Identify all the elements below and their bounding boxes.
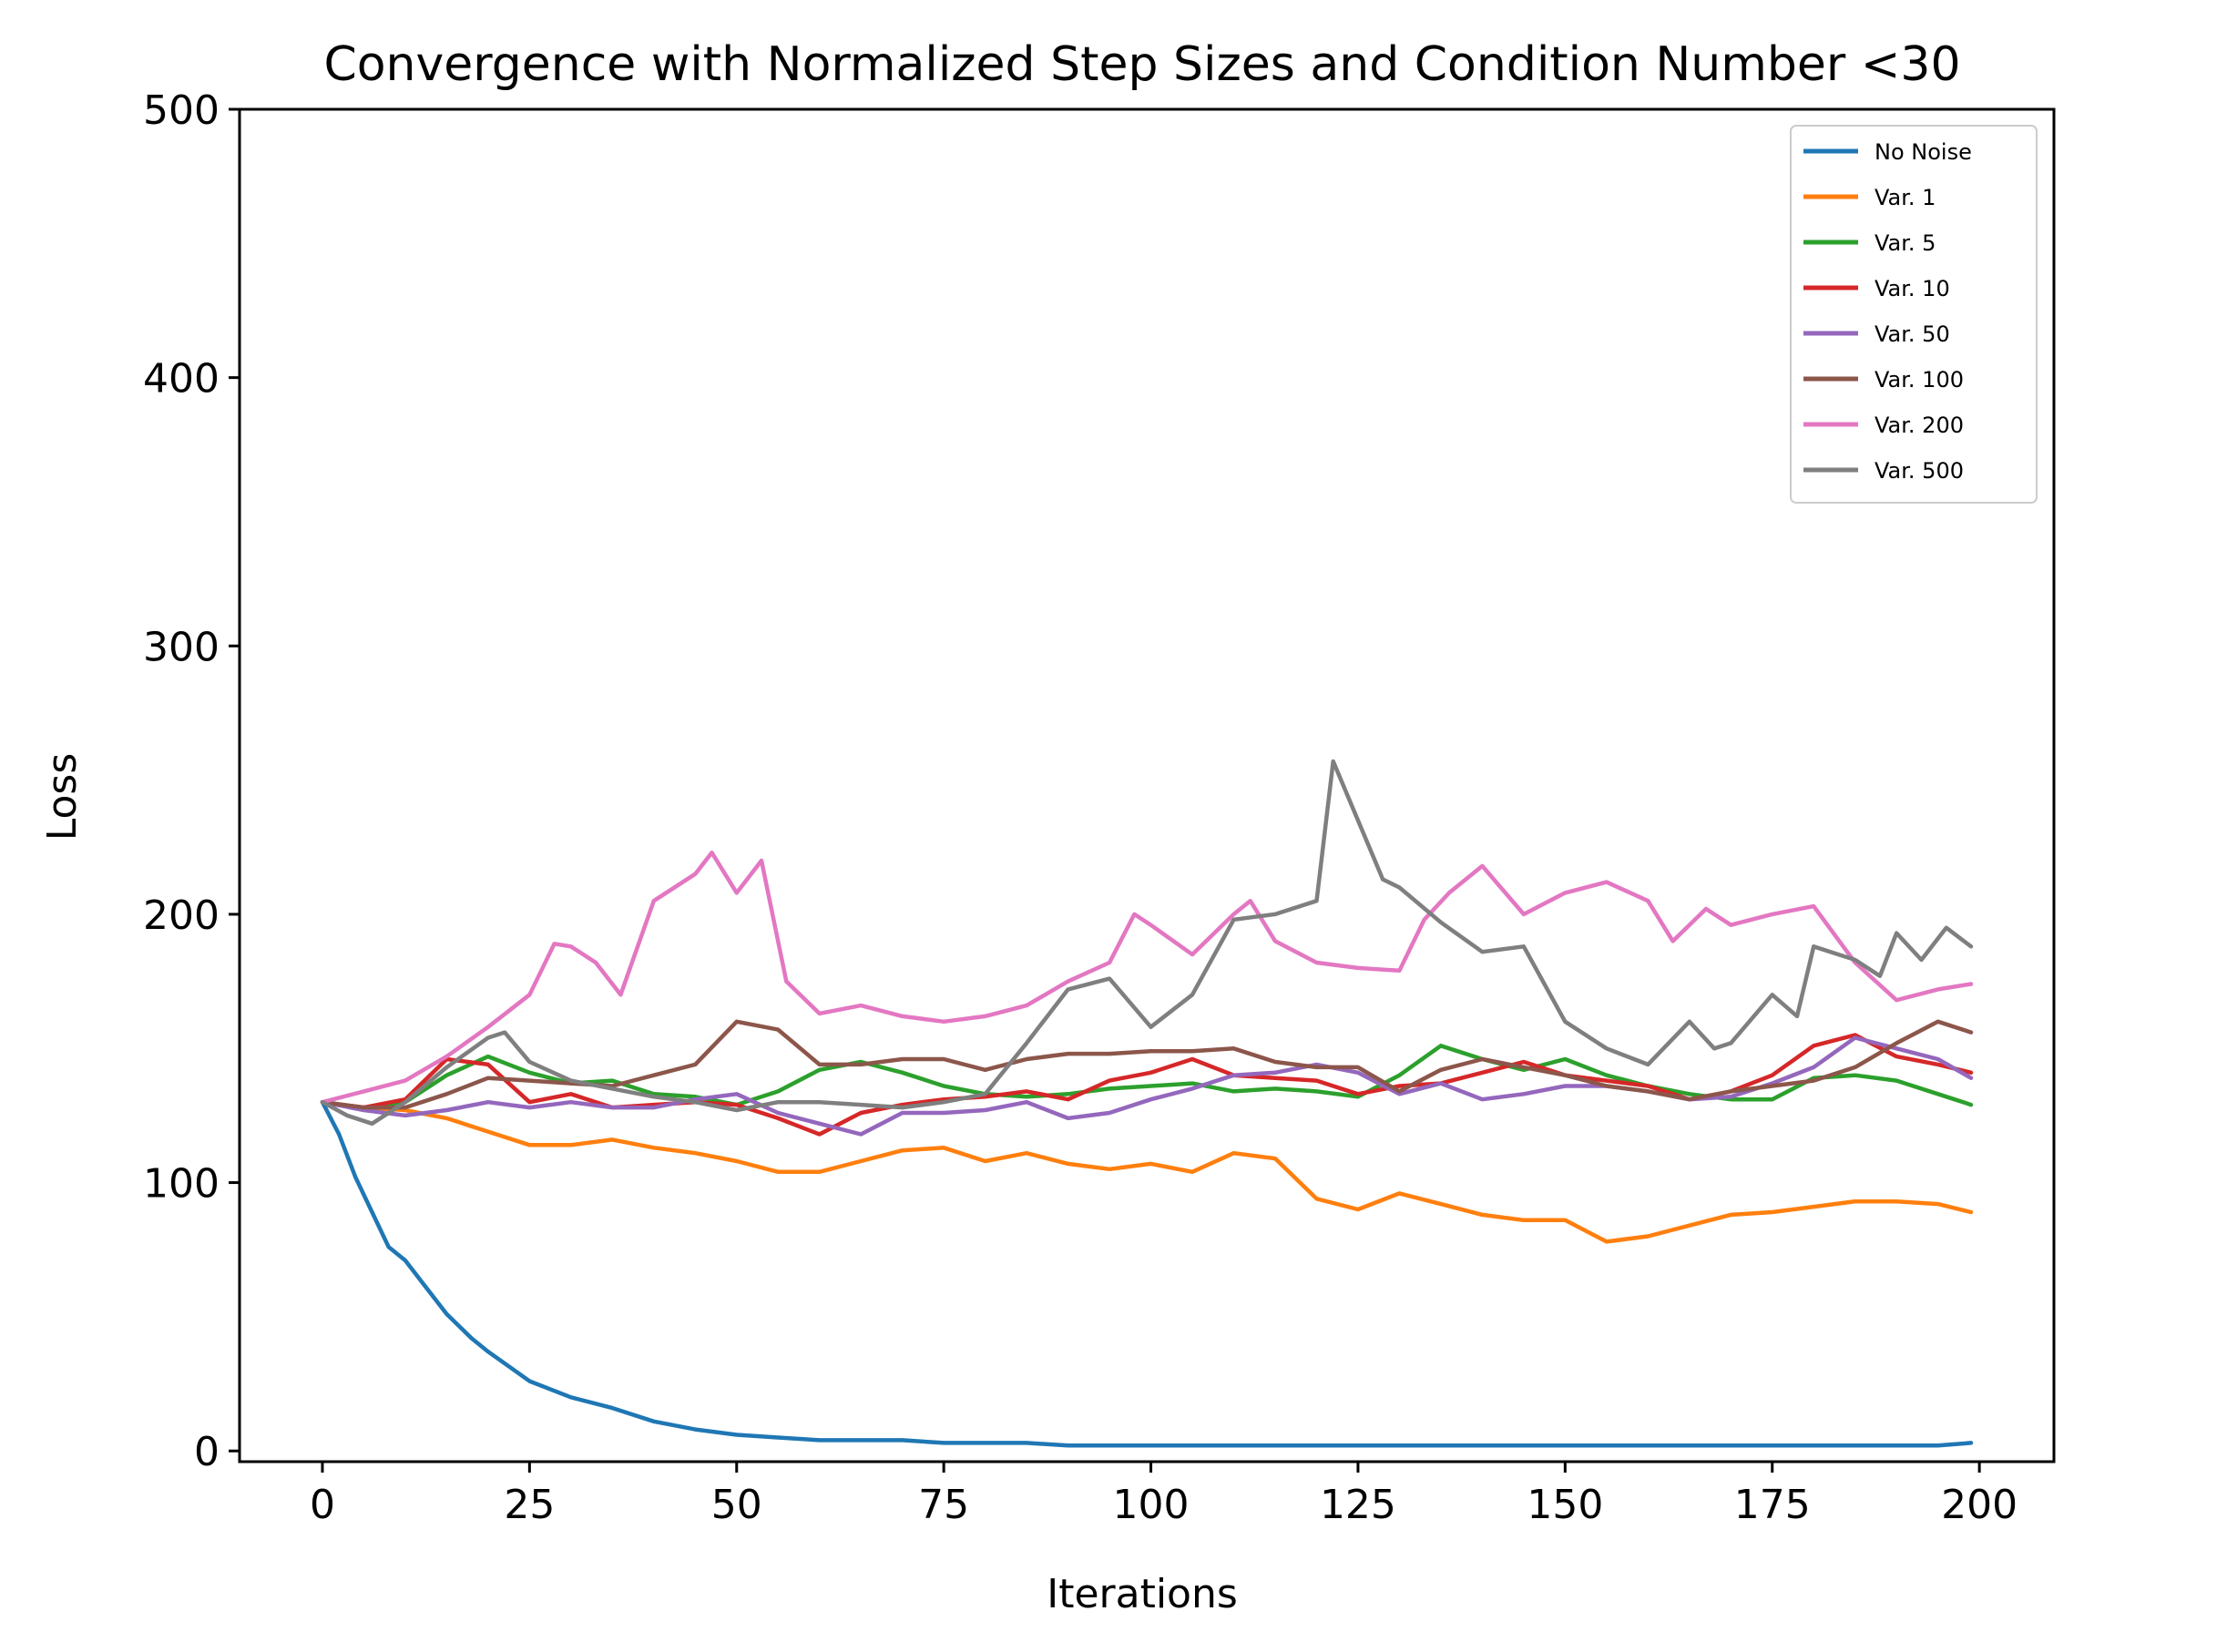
legend-label: Var. 200 xyxy=(1875,413,1964,438)
legend-label: Var. 500 xyxy=(1875,458,1964,484)
y-tick-label: 400 xyxy=(143,356,220,403)
legend: No Noise Var. 1 Var. 5 Var. 10 Var. 50 Var. 1… xyxy=(1790,125,2038,504)
legend-label: No Noise xyxy=(1875,139,1972,165)
x-tick-label: 175 xyxy=(1734,1482,1811,1528)
x-axis-label: Iterations xyxy=(1047,1571,1238,1617)
x-tick-label: 50 xyxy=(711,1482,762,1528)
x-tick-label: 200 xyxy=(1941,1482,2018,1528)
series-line-no-noise xyxy=(320,1099,1974,1448)
x-tick-label: 25 xyxy=(504,1482,555,1528)
x-tick-label: 125 xyxy=(1320,1482,1396,1528)
y-tick-label: 300 xyxy=(143,624,220,670)
y-tick-label: 500 xyxy=(143,87,220,134)
chart-title: Convergence with Normalized Step Sizes a… xyxy=(323,37,1960,92)
y-tick-label: 0 xyxy=(194,1429,220,1475)
legend-box xyxy=(1790,125,2038,504)
x-tick-label: 100 xyxy=(1113,1482,1190,1528)
legend-label: Var. 100 xyxy=(1875,367,1964,393)
series-line-var-200 xyxy=(320,850,1974,1105)
axes-layer: 0 25 50 75 100 125 150 175 200 0 100 200 300 400 500 xyxy=(143,87,2056,1528)
legend-label: Var. 5 xyxy=(1875,230,1936,256)
y-axis-label: Loss xyxy=(39,753,86,841)
legend-label: Var. 10 xyxy=(1875,276,1950,301)
legend-label: Var. 50 xyxy=(1875,321,1950,347)
series-line-var-500 xyxy=(320,759,1974,1127)
series-layer xyxy=(320,759,1974,1448)
series-line-var-1 xyxy=(320,1099,1974,1244)
plot-frame xyxy=(238,107,2056,1463)
x-tick-label: 150 xyxy=(1527,1482,1603,1528)
x-tick-label: 0 xyxy=(310,1482,335,1528)
x-tick-label: 75 xyxy=(918,1482,969,1528)
y-tick-label: 100 xyxy=(143,1161,220,1208)
legend-label: Var. 1 xyxy=(1875,185,1936,210)
y-tick-label: 200 xyxy=(143,892,220,939)
